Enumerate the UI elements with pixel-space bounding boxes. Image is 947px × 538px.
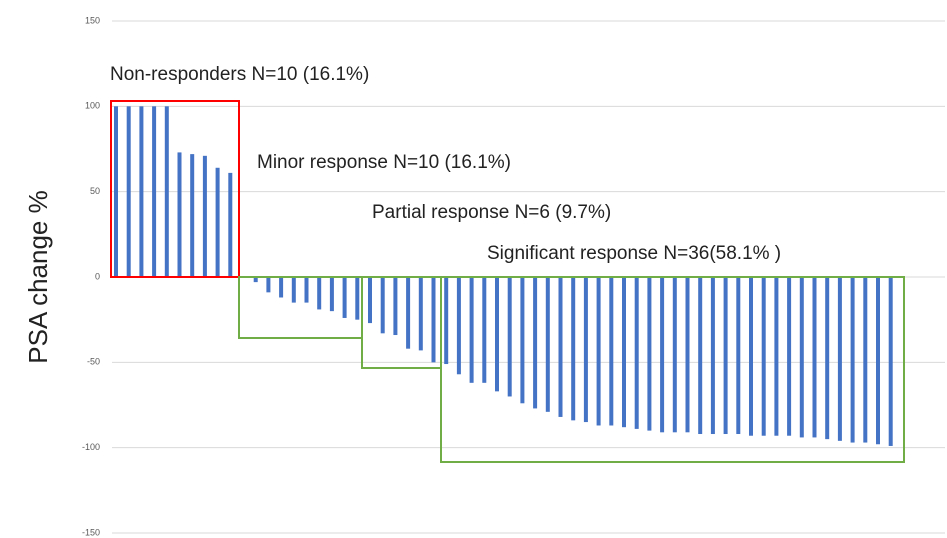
bar xyxy=(393,277,398,336)
bar xyxy=(850,277,855,443)
bar xyxy=(825,277,830,440)
group-box xyxy=(440,276,905,463)
bar xyxy=(164,106,169,277)
bar xyxy=(228,172,233,277)
bar xyxy=(304,277,309,303)
bar xyxy=(368,277,372,324)
bar xyxy=(342,277,347,318)
bar xyxy=(431,277,436,363)
bar xyxy=(660,277,665,433)
bar xyxy=(329,277,334,312)
bar xyxy=(190,154,195,277)
bar xyxy=(469,277,474,383)
y-axis-label: PSA change % xyxy=(23,190,53,363)
bar xyxy=(774,277,779,436)
bar xyxy=(507,277,512,397)
bar xyxy=(520,277,525,404)
bar xyxy=(418,277,423,351)
group-label: Non-responders N=10 (16.1%) xyxy=(110,64,369,85)
bar xyxy=(685,277,690,433)
bar xyxy=(787,277,792,436)
bar xyxy=(863,277,868,443)
bar xyxy=(583,277,588,423)
bar xyxy=(355,277,360,320)
group-box xyxy=(361,276,442,369)
bar xyxy=(647,277,652,431)
y-tick-label: 100 xyxy=(85,101,100,111)
bar xyxy=(279,277,284,298)
bar xyxy=(837,277,842,441)
bar xyxy=(634,277,639,429)
bar xyxy=(558,277,563,417)
y-tick-label: 50 xyxy=(90,186,100,196)
bar xyxy=(456,277,461,375)
bar xyxy=(126,106,131,277)
bar xyxy=(152,106,157,277)
y-tick-label: -100 xyxy=(82,442,100,452)
bar xyxy=(749,277,753,436)
bar xyxy=(812,277,817,438)
bar xyxy=(609,277,614,426)
bar xyxy=(317,277,322,310)
bar xyxy=(406,277,411,349)
bar xyxy=(533,277,538,409)
bar xyxy=(723,277,728,435)
bar xyxy=(571,277,576,421)
y-tick-label: -150 xyxy=(82,527,100,537)
group-box xyxy=(110,100,240,278)
bar xyxy=(380,277,385,334)
bar xyxy=(876,277,880,445)
bar xyxy=(139,106,144,277)
bar xyxy=(596,277,601,426)
bar xyxy=(253,277,258,283)
group-label: Minor response N=10 (16.1%) xyxy=(257,152,511,173)
group-label: Significant response N=36(58.1% ) xyxy=(487,243,781,264)
bar xyxy=(698,277,703,435)
bar xyxy=(495,277,499,392)
bar xyxy=(291,277,296,303)
y-tick-label: -50 xyxy=(87,357,100,367)
bar xyxy=(545,277,550,412)
bar xyxy=(114,106,118,277)
bar xyxy=(177,152,182,277)
bar xyxy=(482,277,487,383)
y-tick-label: 0 xyxy=(95,271,100,281)
bar xyxy=(444,277,449,365)
bar xyxy=(799,277,804,438)
y-tick-label: 150 xyxy=(85,15,100,25)
bar xyxy=(202,155,207,277)
bar xyxy=(736,277,741,435)
bar xyxy=(266,277,271,293)
bar xyxy=(761,277,766,436)
group-label: Partial response N=6 (9.7%) xyxy=(372,202,611,223)
bar xyxy=(710,277,715,435)
bar xyxy=(215,167,220,277)
bar xyxy=(672,277,677,433)
bar xyxy=(622,277,626,428)
bar xyxy=(888,277,893,446)
